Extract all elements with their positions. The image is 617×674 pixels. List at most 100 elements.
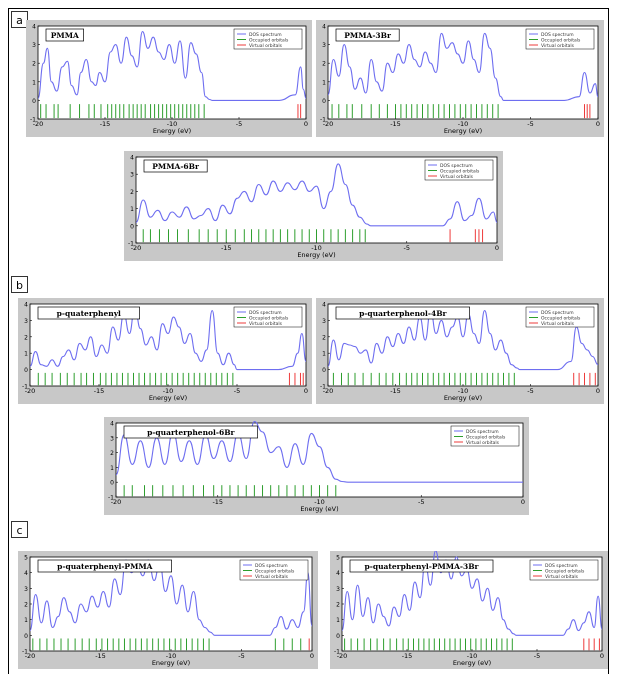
legend-label: DOS spectrum xyxy=(466,429,499,435)
y-tick-label: 0 xyxy=(322,367,326,374)
x-tick-label: -5 xyxy=(527,387,533,395)
legend-label: Virtual orbitals xyxy=(249,321,283,327)
y-tick-label: 2 xyxy=(336,602,340,609)
x-tick-label: -5 xyxy=(418,498,424,506)
x-tick-label: -5 xyxy=(534,652,540,660)
y-tick-label: -1 xyxy=(320,117,326,124)
y-tick-label: -1 xyxy=(22,649,28,656)
title-box xyxy=(143,159,208,173)
y-tick-label: 3 xyxy=(322,318,326,325)
legend-box xyxy=(233,28,303,50)
legend-box xyxy=(529,559,599,581)
y-tick-label: 0 xyxy=(24,367,28,374)
title-box xyxy=(123,425,258,439)
y-tick-label: 3 xyxy=(130,172,134,179)
x-tick-label: -15 xyxy=(221,244,232,252)
dos-series-line xyxy=(37,31,307,101)
title-box xyxy=(37,306,140,320)
y-tick-label: 0 xyxy=(322,98,326,105)
y-tick-label: 3 xyxy=(24,586,28,593)
chart-title: p-quarterphenol-4Br xyxy=(359,309,447,318)
legend-box xyxy=(525,306,595,328)
dos-series-line xyxy=(29,306,307,371)
x-axis-label: Energy (eV) xyxy=(300,505,338,513)
title-box xyxy=(349,559,494,573)
y-tick-label: 0 xyxy=(24,633,28,640)
legend-label: DOS spectrum xyxy=(255,563,288,569)
x-tick-label: -15 xyxy=(390,120,401,128)
y-tick-label: 3 xyxy=(24,318,28,325)
x-tick-label: -20 xyxy=(131,244,142,252)
y-tick-label: -1 xyxy=(30,117,36,124)
y-tick-label: 2 xyxy=(322,334,326,341)
legend-label: Virtual orbitals xyxy=(466,440,500,446)
x-tick-label: -10 xyxy=(163,387,174,395)
x-tick-label: -15 xyxy=(402,652,413,660)
y-tick-label: 4 xyxy=(110,421,114,428)
y-tick-label: 0 xyxy=(110,480,114,487)
y-tick-label: 2 xyxy=(110,450,114,457)
chart-title: PMMA-3Br xyxy=(344,31,392,40)
legend-label: Virtual orbitals xyxy=(255,574,289,580)
y-tick-label: 1 xyxy=(24,617,28,624)
chart-title: p-quaterphenyl xyxy=(57,309,121,318)
x-tick-label: -5 xyxy=(238,652,244,660)
legend-label: Occupied orbitals xyxy=(545,568,585,574)
figure-frame xyxy=(8,8,609,674)
y-tick-label: 4 xyxy=(322,24,326,31)
y-tick-label: 1 xyxy=(322,79,326,86)
x-tick-label: -5 xyxy=(236,120,242,128)
dos-series-line xyxy=(327,310,599,371)
legend-label: Virtual orbitals xyxy=(249,43,283,49)
y-tick-label: 0 xyxy=(336,633,340,640)
title-box xyxy=(335,28,400,42)
x-tick-label: -20 xyxy=(337,652,348,660)
chart-pmma-6br: -1 0 1 2 3 4 -20 -15 -10 -5 0 Energy (eV) PMMA-6Br DO… xyxy=(124,151,503,261)
chart-title: PMMA xyxy=(51,31,79,40)
y-tick-label: 4 xyxy=(130,155,134,162)
y-tick-label: -1 xyxy=(128,241,134,248)
legend-label: Occupied orbitals xyxy=(541,37,581,43)
legend-label: Occupied orbitals xyxy=(249,37,289,43)
legend-label: DOS spectrum xyxy=(545,563,578,569)
chart-p-quarterphenol-4br: -1 0 1 2 3 4 -20 -15 -10 -5 0 Energy (eV) p-quarterp… xyxy=(316,298,604,404)
legend-label: Virtual orbitals xyxy=(440,174,474,180)
y-tick-label: 5 xyxy=(336,555,340,562)
legend-label: Occupied orbitals xyxy=(249,315,289,321)
legend-box xyxy=(450,425,520,447)
chart-title: p-quaterphenyl-PMMA-3Br xyxy=(364,562,479,571)
x-tick-label: -15 xyxy=(212,498,223,506)
x-axis-label: Energy (eV) xyxy=(153,127,191,135)
x-tick-label: -10 xyxy=(467,652,478,660)
x-axis-label: Energy (eV) xyxy=(297,251,335,259)
legend-label: Occupied orbitals xyxy=(541,315,581,321)
y-tick-label: 2 xyxy=(24,602,28,609)
x-tick-label: -10 xyxy=(458,120,469,128)
x-tick-label: -5 xyxy=(234,387,240,395)
x-tick-label: 0 xyxy=(600,652,604,660)
legend-box xyxy=(424,159,494,181)
y-tick-label: 1 xyxy=(336,617,340,624)
x-tick-label: 0 xyxy=(596,120,600,128)
legend-label: Virtual orbitals xyxy=(541,43,575,49)
legend-label: DOS spectrum xyxy=(249,310,282,316)
x-tick-label: -20 xyxy=(323,387,334,395)
chart-pmma-3br: -1 0 1 2 3 4 -20 -15 -10 -5 0 Energy (eV) PMMA-3Br DO… xyxy=(316,20,604,137)
y-tick-label: 4 xyxy=(24,570,28,577)
y-tick-label: 1 xyxy=(24,351,28,358)
legend-label: Occupied orbitals xyxy=(466,434,506,440)
y-tick-label: -1 xyxy=(108,495,114,502)
x-axis-label: Energy (eV) xyxy=(444,394,482,402)
x-tick-label: -10 xyxy=(167,120,178,128)
legend-label: DOS spectrum xyxy=(249,32,282,38)
y-tick-label: 5 xyxy=(24,555,28,562)
chart-p-quaterphenyl-pmma: -1 0 1 2 3 4 5 -20 -15 -10 -5 0 Energy (eV) p-quaterp… xyxy=(18,551,318,669)
x-tick-label: -10 xyxy=(458,387,469,395)
y-tick-label: 4 xyxy=(24,302,28,309)
x-tick-label: -10 xyxy=(311,244,322,252)
y-tick-label: 0 xyxy=(32,98,36,105)
chart-title: p-quaterphenyl-PMMA xyxy=(57,562,153,571)
y-tick-label: 3 xyxy=(32,42,36,49)
